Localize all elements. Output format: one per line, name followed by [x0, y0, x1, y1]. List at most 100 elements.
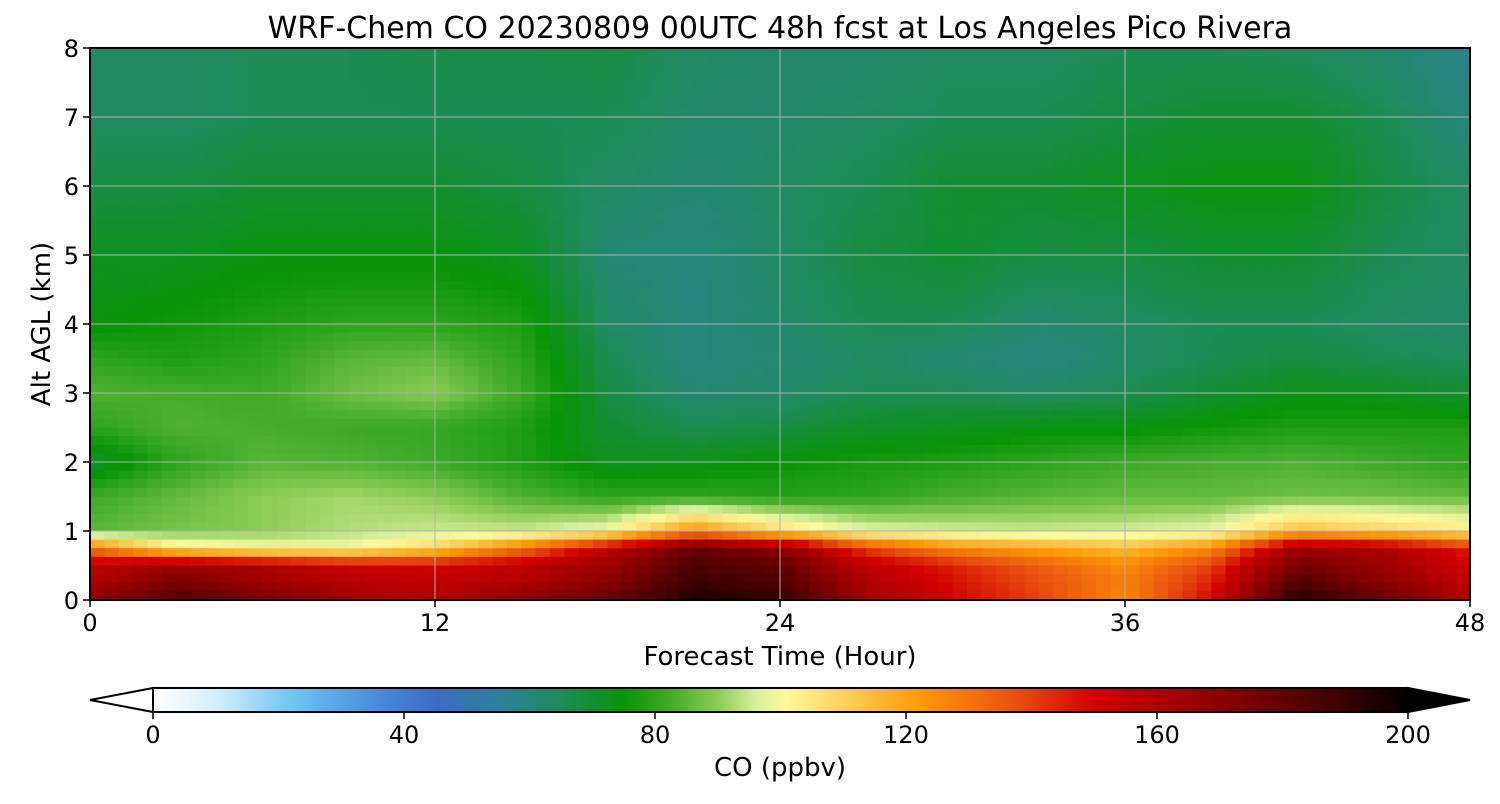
heatmap-cell — [176, 436, 192, 446]
heatmap-cell — [1283, 479, 1299, 489]
heatmap-cell — [765, 56, 781, 66]
heatmap-cell — [104, 298, 120, 308]
heatmap-cell — [550, 134, 565, 144]
heatmap-cell — [1038, 186, 1054, 196]
heatmap-cell — [478, 246, 494, 256]
heatmap-cell — [1139, 324, 1155, 334]
heatmap-cell — [190, 168, 206, 178]
heatmap-cell — [90, 229, 105, 239]
heatmap-cell — [607, 375, 623, 385]
heatmap-cell — [377, 358, 393, 368]
heatmap-cell — [909, 73, 925, 84]
heatmap-cell — [679, 358, 695, 368]
heatmap-cell — [1182, 280, 1198, 291]
heatmap-cell — [1067, 358, 1083, 368]
heatmap-cell — [895, 125, 910, 135]
heatmap-cell — [363, 220, 379, 230]
heatmap-cell — [1455, 453, 1470, 463]
heatmap-cell — [1426, 444, 1442, 454]
heatmap-cell — [305, 306, 321, 316]
heatmap-cell — [923, 56, 939, 66]
heatmap-cell — [1153, 134, 1169, 144]
heatmap-cell — [1369, 444, 1385, 454]
heatmap-cell — [276, 436, 292, 446]
heatmap-cell — [535, 479, 551, 489]
heatmap-cell — [665, 367, 680, 377]
heatmap-cell — [1081, 203, 1097, 213]
heatmap-cell — [966, 186, 982, 196]
heatmap-cell — [291, 306, 307, 316]
heatmap-cell — [564, 462, 580, 472]
heatmap-cell — [981, 479, 997, 489]
heatmap-cell — [808, 462, 824, 472]
heatmap-cell — [90, 324, 105, 334]
heatmap-cell — [305, 479, 321, 489]
heatmap-cell — [334, 160, 350, 170]
heatmap-cell — [262, 470, 278, 480]
heatmap-cell — [305, 117, 321, 127]
heatmap-cell — [1326, 272, 1342, 282]
heatmap-cell — [1326, 367, 1342, 377]
heatmap-cell — [391, 280, 407, 291]
heatmap-cell — [794, 108, 810, 118]
heatmap-cell — [233, 384, 249, 394]
heatmap-cell — [1211, 393, 1227, 403]
heatmap-cell — [564, 65, 580, 75]
heatmap-cell — [1398, 65, 1414, 75]
heatmap-cell — [248, 203, 264, 213]
heatmap-cell — [291, 108, 307, 118]
heatmap-cell — [1153, 125, 1169, 135]
heatmap-cell — [808, 82, 824, 92]
heatmap-cell — [636, 280, 652, 291]
heatmap-cell — [909, 427, 925, 437]
heatmap-cell — [1240, 237, 1255, 247]
heatmap-cell — [780, 160, 795, 170]
heatmap-cell — [823, 82, 839, 92]
heatmap-cell — [708, 298, 724, 308]
heatmap-cell — [938, 65, 954, 75]
heatmap-cell — [391, 134, 407, 144]
heatmap-cell — [1139, 73, 1155, 84]
heatmap-cell — [708, 306, 724, 316]
heatmap-cell — [621, 280, 637, 291]
heatmap-cell — [564, 401, 580, 411]
heatmap-cell — [679, 444, 695, 454]
heatmap-cell — [219, 298, 235, 308]
heatmap-cell — [938, 393, 954, 403]
heatmap-cell — [607, 151, 623, 161]
heatmap-cell — [650, 91, 666, 101]
heatmap-cell — [1196, 289, 1212, 299]
heatmap-cell — [348, 289, 364, 299]
heatmap-cell — [478, 375, 494, 385]
heatmap-cell — [1268, 401, 1284, 411]
heatmap-cell — [1225, 375, 1241, 385]
heatmap-cell — [1311, 436, 1327, 446]
heatmap-cell — [1383, 453, 1399, 463]
heatmap-cell — [1067, 160, 1083, 170]
heatmap-cell — [1369, 229, 1385, 239]
heatmap-cell — [1254, 427, 1270, 437]
heatmap-cell — [1326, 99, 1342, 109]
heatmap-cell — [550, 358, 565, 368]
heatmap-cell — [1211, 65, 1227, 75]
heatmap-cell — [981, 237, 997, 247]
heatmap-cell — [205, 358, 220, 368]
heatmap-cell — [1426, 324, 1442, 334]
heatmap-cell — [176, 341, 192, 351]
heatmap-cell — [650, 177, 666, 187]
heatmap-cell — [995, 332, 1011, 342]
heatmap-cell — [1297, 341, 1313, 351]
heatmap-cell — [895, 470, 910, 480]
heatmap-cell — [90, 220, 105, 230]
heatmap-cell — [1053, 444, 1069, 454]
heatmap-cell — [923, 48, 939, 58]
heatmap-cell — [550, 349, 565, 360]
heatmap-cell — [348, 401, 364, 411]
heatmap-cell — [1182, 272, 1198, 282]
heatmap-cell — [104, 436, 120, 446]
heatmap-cell — [90, 349, 105, 360]
heatmap-cell — [751, 246, 767, 256]
heatmap-cell — [794, 211, 810, 222]
heatmap-cell — [1010, 73, 1025, 84]
heatmap-cell — [262, 48, 278, 58]
